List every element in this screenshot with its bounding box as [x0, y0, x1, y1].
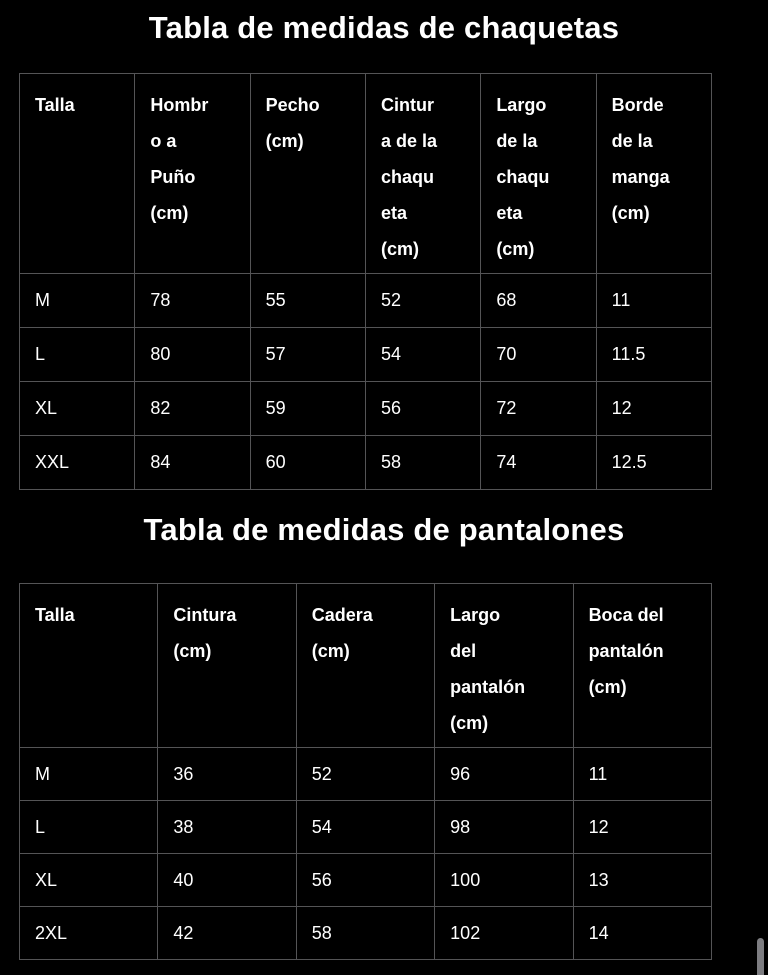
table-cell: 40 [157, 853, 297, 907]
table-cell: 57 [249, 327, 366, 382]
jackets-size-table: Talla Hombr o a Puño (cm) Pecho (cm) Cin… [18, 73, 713, 490]
table-cell: 2XL [18, 906, 159, 960]
table-row: XXL 84 60 58 74 12.5 [18, 435, 713, 490]
table-cell: 52 [364, 273, 482, 328]
pants-table-header: Talla Cintura (cm) Cadera (cm) Largo del… [18, 583, 713, 748]
pants-table-title: Tabla de medidas de pantalones [143, 512, 625, 547]
table-row: XL 82 59 56 72 12 [18, 381, 713, 436]
jackets-table-title: Tabla de medidas de chaquetas [148, 10, 620, 45]
table-cell: XL [18, 853, 159, 907]
table-cell: 98 [434, 800, 574, 854]
header-cell-talla: Talla [18, 73, 136, 274]
table-cell: M [18, 273, 136, 328]
table-header-row: Talla Cintura (cm) Cadera (cm) Largo del… [18, 583, 713, 748]
header-cell-borde-manga: Borde de la manga (cm) [595, 73, 713, 274]
table-cell: 102 [434, 906, 574, 960]
table-cell: 60 [249, 435, 366, 490]
table-cell: 84 [134, 435, 251, 490]
table-cell: 36 [157, 747, 297, 801]
jackets-table-body: M 78 55 52 68 11 L 80 57 54 70 11.5 XL 8… [18, 273, 713, 490]
table-cell: 56 [295, 853, 436, 907]
table-row: M 78 55 52 68 11 [18, 273, 713, 328]
table-header-row: Talla Hombr o a Puño (cm) Pecho (cm) Cin… [18, 73, 713, 274]
table-cell: 100 [434, 853, 574, 907]
table-cell: L [18, 327, 136, 382]
header-cell-talla: Talla [18, 583, 159, 748]
table-cell: 58 [364, 435, 482, 490]
table-cell: 38 [157, 800, 297, 854]
jackets-table-header: Talla Hombr o a Puño (cm) Pecho (cm) Cin… [18, 73, 713, 274]
table-row: 2XL 42 58 102 14 [18, 906, 713, 960]
table-cell: 74 [480, 435, 597, 490]
table-row: M 36 52 96 11 [18, 747, 713, 801]
table-cell: 59 [249, 381, 366, 436]
header-cell-boca-pantalon: Boca del pantalón (cm) [572, 583, 713, 748]
header-cell-largo-pantalon: Largo del pantalón (cm) [434, 583, 574, 748]
table-cell: 82 [134, 381, 251, 436]
table-cell: 78 [134, 273, 251, 328]
table-cell: 13 [572, 853, 713, 907]
table-cell: 96 [434, 747, 574, 801]
table-cell: 55 [249, 273, 366, 328]
table-cell: 12 [595, 381, 713, 436]
table-cell: 68 [480, 273, 597, 328]
pants-size-table: Talla Cintura (cm) Cadera (cm) Largo del… [18, 583, 713, 960]
table-cell: XL [18, 381, 136, 436]
scrollbar-thumb[interactable] [757, 938, 764, 975]
table-cell: 42 [157, 906, 297, 960]
table-cell: 14 [572, 906, 713, 960]
table-cell: 11.5 [595, 327, 713, 382]
table-cell: L [18, 800, 159, 854]
pants-table-body: M 36 52 96 11 L 38 54 98 12 XL 40 56 100… [18, 747, 713, 960]
table-cell: 52 [295, 747, 436, 801]
table-cell: 70 [480, 327, 597, 382]
table-cell: 54 [364, 327, 482, 382]
header-cell-cintura: Cintura (cm) [157, 583, 297, 748]
table-cell: 56 [364, 381, 482, 436]
header-cell-pecho: Pecho (cm) [249, 73, 366, 274]
header-cell-hombro-a-puno: Hombr o a Puño (cm) [134, 73, 251, 274]
table-row: L 38 54 98 12 [18, 800, 713, 854]
table-row: XL 40 56 100 13 [18, 853, 713, 907]
table-cell: XXL [18, 435, 136, 490]
table-cell: 11 [572, 747, 713, 801]
table-cell: 72 [480, 381, 597, 436]
table-cell: M [18, 747, 159, 801]
table-row: L 80 57 54 70 11.5 [18, 327, 713, 382]
header-cell-cadera: Cadera (cm) [295, 583, 436, 748]
header-cell-cintura-chaqueta: Cintur a de la chaqu eta (cm) [364, 73, 482, 274]
table-cell: 80 [134, 327, 251, 382]
table-cell: 11 [595, 273, 713, 328]
table-cell: 12.5 [595, 435, 713, 490]
header-cell-largo-chaqueta: Largo de la chaqu eta (cm) [480, 73, 597, 274]
table-cell: 58 [295, 906, 436, 960]
table-cell: 12 [572, 800, 713, 854]
table-cell: 54 [295, 800, 436, 854]
